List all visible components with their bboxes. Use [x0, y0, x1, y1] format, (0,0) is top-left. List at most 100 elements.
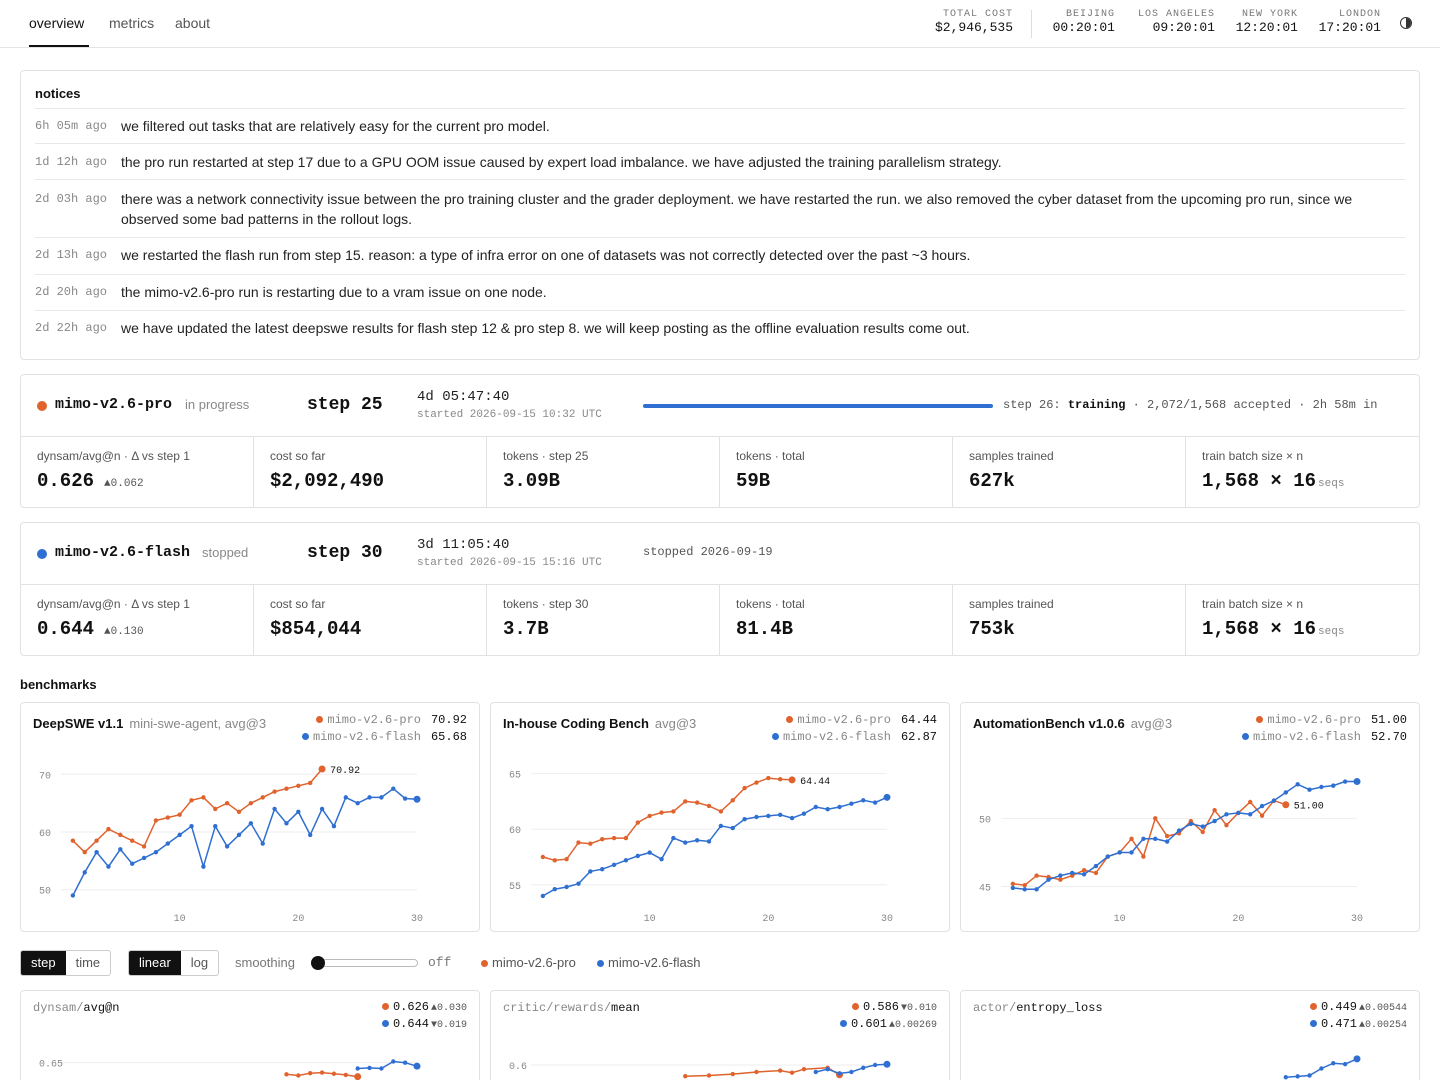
data-point — [766, 775, 771, 781]
x-tick-label: 20 — [1232, 914, 1244, 925]
x-axis-time-button[interactable]: time — [75, 955, 101, 970]
metric-batch: train batch size × n 1,568 × 16 seqs — [1186, 585, 1419, 655]
run-step: step 30 — [307, 543, 383, 563]
metric-value: $2,092,490 — [270, 470, 385, 492]
series-line — [72, 768, 323, 854]
metric-chart-dynsam: dynsam/avg@n 0.626 ▲0.030 0.644 ▼0.019 0.6… — [20, 990, 480, 1080]
metric-label: tokens · total — [736, 597, 805, 611]
metric-cost: cost so far $2,092,490 — [254, 437, 487, 507]
data-point — [718, 809, 724, 814]
data-point — [213, 824, 218, 829]
data-point — [706, 803, 712, 809]
data-point — [540, 854, 546, 860]
clock-london: LONDON 17:20:01 — [1319, 9, 1381, 35]
clock-city: LOS ANGELES — [1137, 9, 1215, 20]
metric-samples: samples trained 753k — [953, 585, 1186, 655]
data-point — [683, 840, 688, 845]
theme-toggle-icon[interactable] — [1400, 17, 1412, 29]
data-point — [379, 795, 384, 800]
notices-panel: notices 6h 05m ago we filtered out tasks… — [20, 70, 1420, 360]
data-point — [106, 864, 111, 869]
data-point — [1248, 799, 1253, 805]
benchmark-title: DeepSWE v1.1 mini-swe-agent, avg@3 — [33, 716, 266, 731]
data-point — [391, 1059, 396, 1064]
metric-dynsam: dynsam/avg@n · Δ vs step 1 0.626 ▲0.062 — [21, 437, 254, 507]
data-point — [1353, 778, 1361, 786]
data-point — [1295, 782, 1300, 787]
clock-time: 00:20:01 — [1052, 20, 1115, 35]
data-point — [284, 1072, 289, 1077]
tab-overview[interactable]: overview — [29, 15, 85, 31]
data-point — [130, 861, 135, 866]
data-point — [248, 800, 254, 806]
data-point — [1295, 1074, 1300, 1079]
y-tick-label: 0.65 — [39, 1060, 63, 1071]
data-point — [730, 1071, 735, 1077]
data-point — [367, 1065, 372, 1071]
clock-city: NEW YORK — [1241, 9, 1298, 20]
metric-prefix: actor/ — [973, 1001, 1017, 1015]
data-point — [284, 786, 289, 791]
data-point — [141, 855, 147, 861]
notice-time: 2d 22h ago — [35, 321, 108, 335]
tab-metrics[interactable]: metrics — [109, 15, 155, 31]
metric-name: entropy_loss — [1016, 1001, 1103, 1015]
metric-chart: 0.6 — [509, 1060, 891, 1079]
data-point — [849, 1069, 854, 1075]
data-point — [600, 837, 605, 842]
data-point — [1164, 833, 1170, 839]
data-point — [754, 1069, 759, 1075]
data-point — [1307, 787, 1312, 792]
metric-cost: cost so far $854,044 — [254, 585, 487, 655]
smoothing-slider-handle[interactable] — [311, 956, 325, 970]
x-axis-step-button[interactable]: step — [21, 951, 66, 975]
data-point — [647, 850, 652, 855]
legend-delta: ▲0.00254 — [1358, 1020, 1407, 1031]
data-point — [1093, 863, 1099, 869]
pro-dot-icon — [381, 1003, 389, 1010]
metric-label: samples trained — [969, 597, 1054, 611]
notice-time: 6h 05m ago — [35, 119, 108, 133]
data-point — [778, 1068, 783, 1073]
clock-city: LONDON — [1338, 9, 1381, 20]
series-line — [1012, 780, 1357, 891]
metric-chart-title: dynsam/avg@n — [33, 1001, 119, 1015]
data-point — [1129, 836, 1134, 842]
data-point — [402, 1060, 408, 1065]
legend-item-flash[interactable]: mimo-v2.6-flash — [597, 955, 700, 970]
legend-item-pro[interactable]: mimo-v2.6-pro — [481, 955, 576, 970]
data-point — [189, 824, 194, 829]
legend-value: 52.70 — [1370, 730, 1407, 744]
metric-chart: 0.65 — [39, 1059, 421, 1080]
scale-linear-button[interactable]: linear — [129, 951, 181, 975]
metric-delta: ▲0.130 — [104, 626, 144, 638]
data-point — [308, 1070, 313, 1076]
data-point — [730, 825, 735, 831]
benchmarks-title: benchmarks — [20, 677, 97, 692]
data-point — [201, 795, 206, 800]
data-point — [379, 1066, 384, 1071]
data-point — [153, 818, 159, 823]
run-elapsed: 4d 05:47:40 — [417, 389, 510, 405]
scale-log-button[interactable]: log — [190, 955, 209, 970]
data-point — [1176, 828, 1182, 833]
notice-time: 2d 13h ago — [35, 248, 108, 262]
pro-dot-icon — [316, 716, 324, 723]
progress-suffix: · 2,072/1,568 accepted · 2h 58m in — [1132, 398, 1378, 412]
smoothing-slider-track[interactable] — [318, 959, 418, 967]
flash-dot-icon — [771, 733, 779, 740]
tab-about[interactable]: about — [175, 15, 211, 31]
y-tick-label: 0.6 — [509, 1062, 527, 1073]
data-point — [1353, 1055, 1361, 1063]
legend-name: mimo-v2.6-flash — [312, 730, 421, 744]
data-point — [355, 1066, 360, 1071]
legend-delta: ▼0.019 — [430, 1020, 467, 1031]
metric-number: 0.644 — [37, 618, 95, 640]
data-point — [576, 881, 581, 886]
data-point — [1224, 822, 1229, 828]
progress-prefix: step 26: — [1003, 398, 1061, 412]
data-point — [742, 817, 747, 822]
data-point — [754, 780, 759, 785]
flash-dot-icon — [1309, 1020, 1317, 1027]
x-tick-label: 10 — [174, 914, 186, 925]
